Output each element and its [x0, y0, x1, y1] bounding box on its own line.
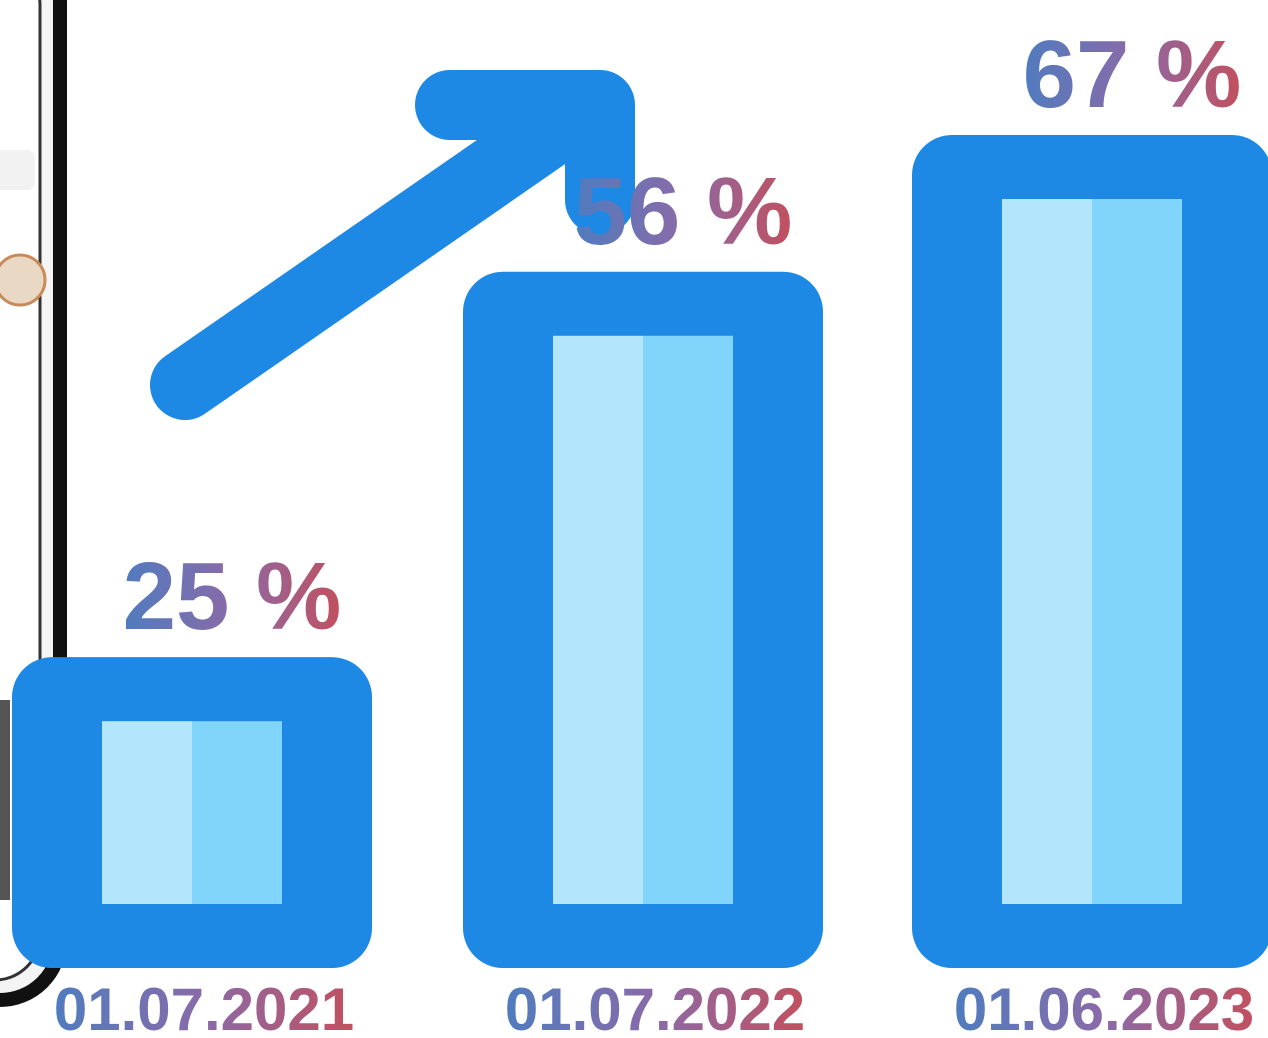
x-tick-label: 01.07.2021: [54, 976, 354, 1038]
bar-stripe: [192, 721, 282, 904]
bar-stripe: [102, 721, 192, 904]
value-label: 67 %: [1023, 21, 1242, 128]
value-label: 56 %: [574, 158, 793, 265]
page: 25 % 01.07.2021 56 % 01.07.2022 67 % 01.06.20…: [0, 0, 1268, 1038]
chart: 25 % 01.07.2021 56 % 01.07.2022 67 % 01.06.20…: [0, 0, 1268, 1038]
bar-stripe: [643, 336, 733, 904]
bar-stripe: [1092, 199, 1182, 904]
x-tick-label: 01.07.2022: [505, 976, 805, 1038]
bar-stripe: [1002, 199, 1092, 904]
bar-stripe: [553, 336, 643, 904]
value-label: 25 %: [123, 543, 342, 650]
x-tick-label: 01.06.2023: [954, 976, 1254, 1038]
